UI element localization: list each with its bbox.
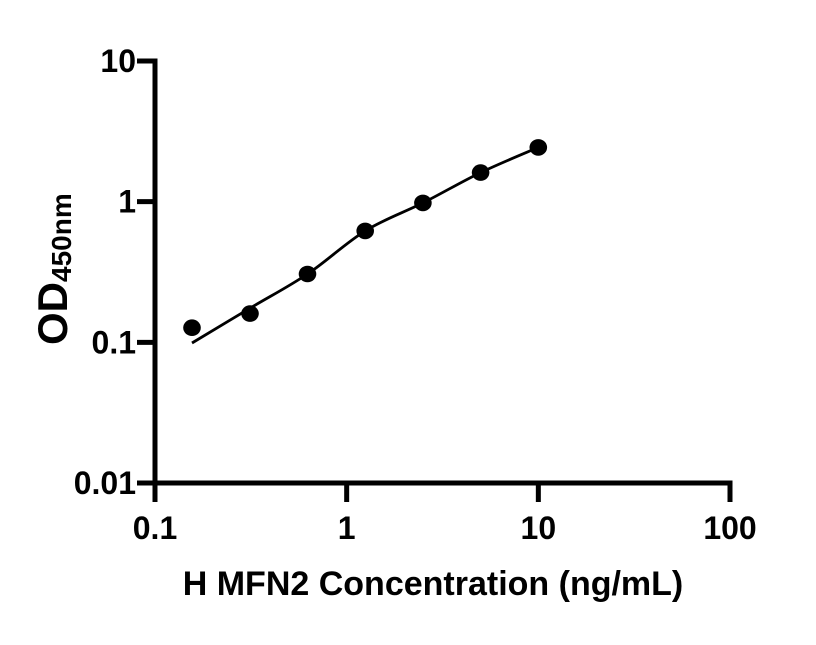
axes-layer [152, 58, 733, 486]
ticks-layer [137, 58, 733, 502]
x-axis-title: H MFN2 Concentration (ng/mL) [183, 565, 684, 603]
x-tick-label: 1 [338, 510, 356, 546]
plot-layer [183, 139, 548, 345]
data-point [471, 164, 490, 181]
x-tick-label: 0.1 [133, 510, 177, 546]
tick-labels-layer: 10 1 0.1 0.01 0.1 1 10 100 [74, 43, 757, 546]
y-axis-title-main: OD [29, 282, 76, 345]
data-point [414, 194, 432, 212]
data-point [241, 305, 259, 322]
y-axis-title-subscript: 450nm [46, 193, 77, 282]
y-axis-title: OD450nm [29, 193, 77, 345]
data-point [356, 222, 375, 240]
x-tick-label: 100 [703, 510, 756, 546]
y-tick-label: 10 [100, 43, 136, 79]
data-point [183, 319, 201, 337]
y-tick-label: 1 [118, 184, 136, 220]
y-tick-label: 0.1 [92, 324, 136, 360]
data-point [529, 139, 548, 156]
x-tick-label: 10 [521, 510, 557, 546]
y-tick-label: 0.01 [74, 465, 136, 501]
data-point [298, 265, 317, 283]
